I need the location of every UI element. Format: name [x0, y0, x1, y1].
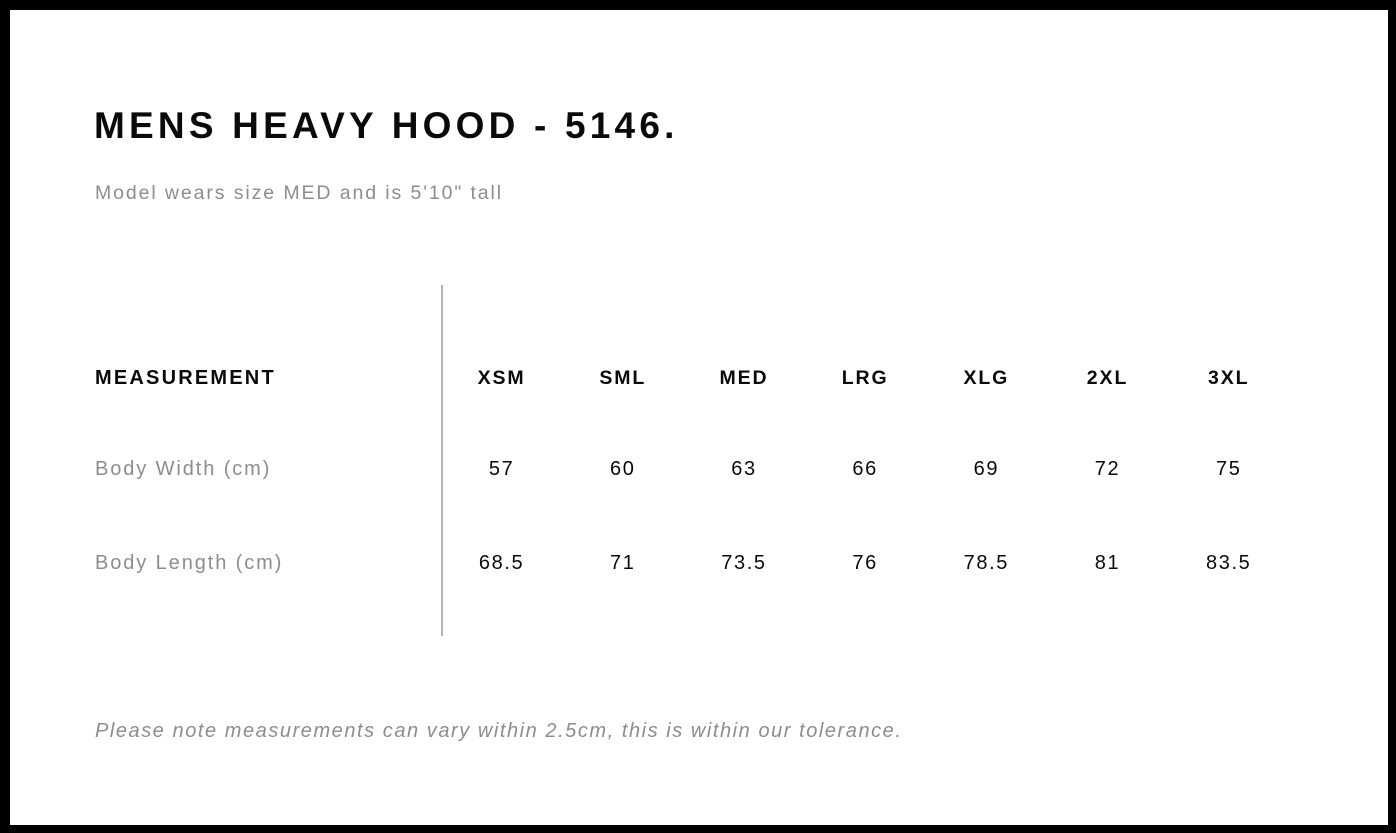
- body-length-3xl: 83.5: [1206, 552, 1252, 574]
- body-length-xlg: 78.5: [963, 552, 1009, 574]
- page-title: MENS HEAVY HOOD - 5146.: [94, 105, 679, 146]
- body-length-med: 73.5: [721, 552, 767, 574]
- measurement-column-header: MEASUREMENT: [95, 367, 276, 389]
- body-length-lrg: 76: [852, 552, 878, 574]
- body-width-values: 57 60 63 66 69 72 75: [441, 449, 1369, 489]
- size-chart-content: MENS HEAVY HOOD - 5146. Model wears size…: [10, 10, 1388, 825]
- body-width-lrg: 66: [852, 458, 878, 480]
- body-length-xsm: 68.5: [478, 552, 525, 574]
- row-label-body-length: Body Length (cm): [95, 552, 284, 574]
- table-row: Body Length (cm) 68.5 71 73.5 76 78.5 81…: [10, 543, 1388, 583]
- size-header-2xl: 2XL: [1086, 367, 1129, 389]
- body-width-sml: 60: [610, 458, 636, 480]
- body-length-values: 68.5 71 73.5 76 78.5 81 83.5: [441, 543, 1369, 583]
- row-label-body-width: Body Width (cm): [95, 458, 272, 480]
- table-vertical-divider: [441, 285, 443, 636]
- size-header-cells: XSM SML MED LRG XLG 2XL 3XL: [441, 358, 1369, 398]
- model-fit-note: Model wears size MED and is 5'10" tall: [95, 182, 503, 204]
- size-header-lrg: LRG: [841, 367, 889, 389]
- table-header-row: MEASUREMENT XSM SML MED LRG XLG 2XL 3XL: [10, 358, 1388, 398]
- body-width-3xl: 75: [1215, 458, 1242, 480]
- size-header-xsm: XSM: [477, 367, 526, 389]
- tolerance-note: Please note measurements can vary within…: [95, 720, 903, 742]
- body-length-sml: 71: [610, 552, 636, 574]
- body-width-xsm: 57: [488, 458, 515, 480]
- size-header-xlg: XLG: [963, 367, 1010, 389]
- size-header-sml: SML: [599, 367, 647, 389]
- body-width-2xl: 72: [1094, 458, 1121, 480]
- size-chart-card: MENS HEAVY HOOD - 5146. Model wears size…: [10, 10, 1388, 825]
- body-width-med: 63: [731, 458, 757, 480]
- table-row: Body Width (cm) 57 60 63 66 69 72 75: [10, 449, 1388, 489]
- body-length-2xl: 81: [1094, 552, 1121, 574]
- size-header-3xl: 3XL: [1207, 367, 1250, 389]
- body-width-xlg: 69: [973, 458, 1000, 480]
- size-header-med: MED: [719, 367, 769, 389]
